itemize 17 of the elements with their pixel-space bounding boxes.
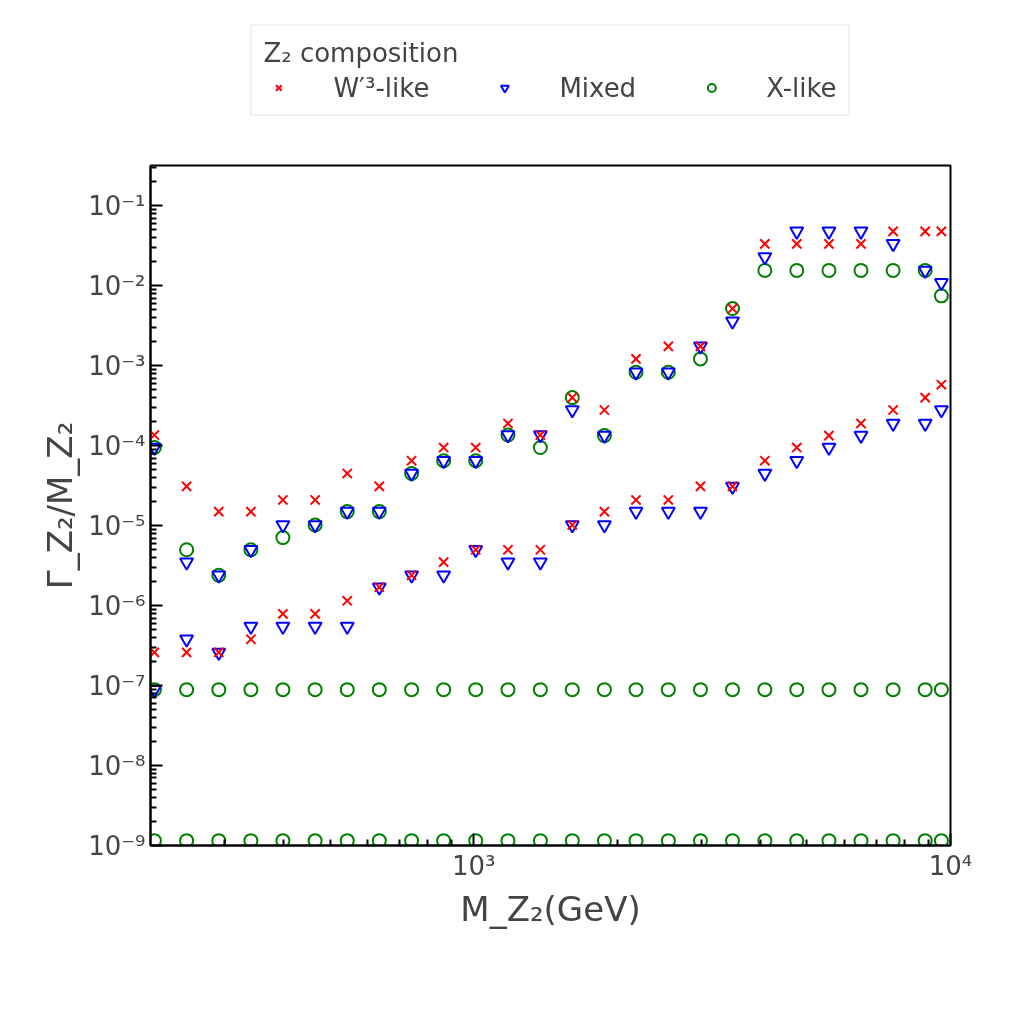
y-tick-label: 10⁻⁵	[88, 510, 146, 541]
y-tick-label: 10⁻¹	[88, 190, 146, 221]
y-tick-label: 10⁻⁶	[88, 590, 146, 621]
x-tick-label: 10³	[451, 850, 496, 881]
y-axis-title: Γ_Z₂/M_Z₂	[40, 421, 81, 590]
legend-label: Mixed	[559, 72, 637, 103]
legend-label: X-like	[766, 72, 837, 103]
y-tick-label: 10⁻⁸	[88, 750, 146, 781]
y-tick-label: 10⁻²	[88, 270, 146, 301]
legend-title: Z₂ composition	[263, 37, 460, 68]
y-tick-label: 10⁻⁹	[88, 830, 146, 861]
y-tick-label: 10⁻⁷	[88, 670, 146, 701]
x-axis-title: M_Z₂(GeV)	[460, 888, 641, 929]
x-tick-label: 10⁴	[928, 850, 973, 881]
y-tick-label: 10⁻³	[88, 350, 146, 381]
legend-label: W′³-like	[333, 72, 430, 103]
y-tick-label: 10⁻⁴	[88, 430, 146, 461]
